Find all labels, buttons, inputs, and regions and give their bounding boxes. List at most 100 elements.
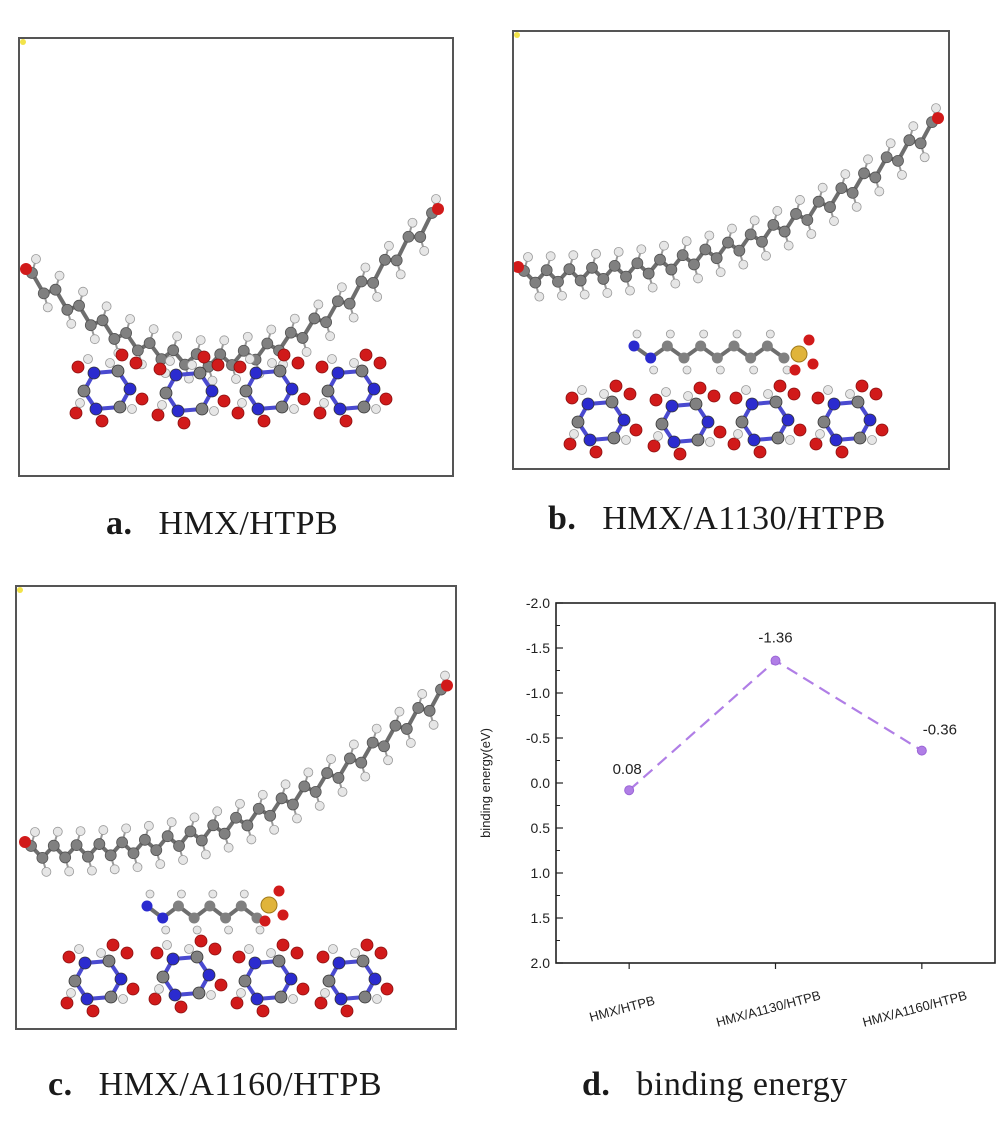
caption-letter-b: b. — [548, 500, 577, 537]
carbon-atom — [218, 827, 231, 840]
hydrogen-atom — [395, 269, 406, 280]
oxygen-atom — [811, 391, 825, 405]
carbon-atom — [355, 275, 368, 288]
carbon-atom — [728, 340, 740, 352]
oxygen-atom — [373, 356, 387, 370]
carbon-atom — [127, 847, 140, 860]
hydrogen-atom — [845, 389, 855, 399]
carbon-atom — [400, 723, 413, 735]
x-tick-label: HMX/A1130/HTPB — [715, 988, 823, 1030]
hydrogen-atom — [157, 400, 167, 410]
hydrogen-atom — [83, 354, 93, 364]
hydrogen-atom — [350, 948, 360, 958]
hydrogen-atom — [266, 948, 276, 958]
hydrogen-atom — [66, 988, 76, 998]
hydrogen-atom — [161, 925, 171, 935]
hydrogen-atom — [303, 767, 314, 778]
carbon-atom — [586, 261, 598, 274]
oxygen-atom — [95, 414, 109, 428]
hmx-molecule — [313, 348, 393, 428]
hydrogen-atom — [815, 429, 825, 439]
carbon-atom — [296, 332, 309, 344]
carbon-atom — [193, 366, 207, 380]
nitrogen-atom — [249, 366, 263, 380]
silane-coupling-agent — [628, 329, 819, 376]
hydrogen-atom — [705, 437, 715, 447]
data-label: -1.36 — [758, 630, 792, 647]
oxygen-atom — [793, 423, 807, 437]
oxygen-atom — [148, 992, 162, 1006]
hydrogen-atom — [320, 988, 330, 998]
hydrogen-atom — [348, 312, 359, 323]
oxygen-atom — [727, 437, 741, 451]
hydrogen-atom — [625, 285, 635, 296]
carbon-atom — [817, 415, 831, 429]
y-axis-label: binding energy(eV) — [478, 728, 493, 838]
oxygen-atom — [649, 393, 663, 407]
carbon-atom — [343, 752, 356, 765]
nitrogen-atom — [87, 366, 101, 380]
oxygen-atom — [259, 915, 271, 927]
hydrogen-atom — [118, 994, 128, 1004]
carbon-atom — [423, 704, 436, 717]
axis-marker — [17, 587, 23, 593]
polymer-chain — [20, 194, 444, 386]
carbon-atom — [150, 844, 163, 857]
hydrogen-atom — [772, 205, 783, 216]
carbon-atom — [237, 344, 250, 357]
carbon-atom — [93, 838, 106, 850]
nitrogen-atom — [583, 433, 597, 447]
carbon-atom — [571, 415, 585, 429]
hydrogen-atom — [219, 335, 230, 346]
hydrogen-atom — [246, 834, 257, 845]
carbon-atom — [414, 231, 427, 243]
hydrogen-atom — [372, 291, 383, 302]
hydrogen-atom — [30, 827, 40, 837]
oxygen-atom — [291, 356, 305, 370]
nitrogen-atom — [89, 402, 103, 416]
hydrogen-atom — [534, 291, 545, 302]
oxygen-atom — [855, 379, 869, 393]
carbon-atom — [321, 384, 335, 398]
nitrogen-atom — [285, 382, 299, 396]
oxygen-atom — [256, 1004, 270, 1018]
hydrogen-atom — [54, 270, 65, 281]
hydrogen-atom — [715, 267, 726, 278]
carbon-atom — [188, 912, 200, 924]
carbon-atom — [620, 270, 632, 283]
carbon-atom — [120, 327, 133, 339]
x-tick-label: HMX/A1160/HTPB — [861, 988, 969, 1030]
carbon-atom — [322, 974, 336, 988]
hydrogen-atom — [98, 825, 109, 835]
carbon-atom — [214, 348, 227, 361]
nitrogen-atom — [251, 402, 265, 416]
hydrogen-atom — [783, 240, 794, 251]
carbon-atom — [108, 333, 121, 345]
hydrogen-atom — [235, 798, 245, 809]
oxygen-atom — [276, 938, 290, 952]
carbon-atom — [771, 431, 785, 445]
carbon-atom — [689, 397, 703, 411]
carbon-atom — [735, 415, 749, 429]
carbon-atom — [113, 400, 127, 414]
oxygen-atom — [129, 356, 143, 370]
carbon-atom — [892, 154, 904, 167]
carbon-atom — [59, 851, 72, 864]
hydrogen-atom — [245, 354, 255, 364]
carbon-atom — [195, 402, 209, 416]
nitrogen-atom — [248, 956, 262, 970]
molecule-structure-c — [17, 587, 453, 1018]
hydrogen-atom — [765, 329, 775, 339]
caption-title-d: binding energy — [636, 1066, 848, 1103]
nitrogen-atom — [157, 912, 169, 924]
oxygen-atom — [380, 982, 394, 996]
hydrogen-atom — [829, 216, 839, 226]
oxygen-atom — [60, 996, 74, 1010]
oxygen-atom — [315, 360, 329, 374]
hydrogen-atom — [162, 940, 172, 950]
hydrogen-atom — [659, 240, 669, 251]
carbon-atom — [835, 182, 848, 195]
carbon-atom — [812, 195, 825, 208]
hydrogen-atom — [75, 826, 86, 836]
hydrogen-atom — [212, 806, 223, 817]
